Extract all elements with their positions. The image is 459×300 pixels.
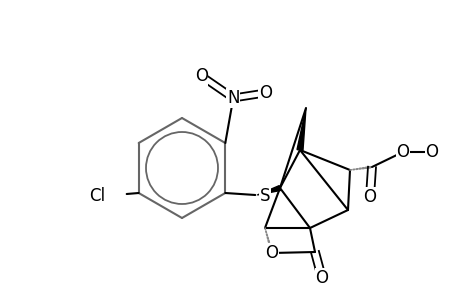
Text: O: O: [265, 244, 278, 262]
Text: O: O: [363, 188, 375, 206]
Text: O: O: [396, 143, 409, 161]
Polygon shape: [297, 108, 305, 150]
Text: O: O: [425, 143, 437, 161]
Text: N: N: [227, 89, 239, 107]
Text: O: O: [315, 269, 328, 287]
Polygon shape: [257, 186, 280, 195]
Text: S: S: [259, 187, 270, 205]
Text: O: O: [194, 67, 207, 85]
Text: Cl: Cl: [89, 187, 105, 205]
Text: O: O: [258, 84, 271, 102]
